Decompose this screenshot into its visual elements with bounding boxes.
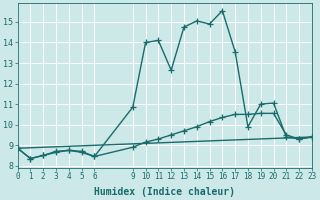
X-axis label: Humidex (Indice chaleur): Humidex (Indice chaleur)	[94, 186, 235, 197]
